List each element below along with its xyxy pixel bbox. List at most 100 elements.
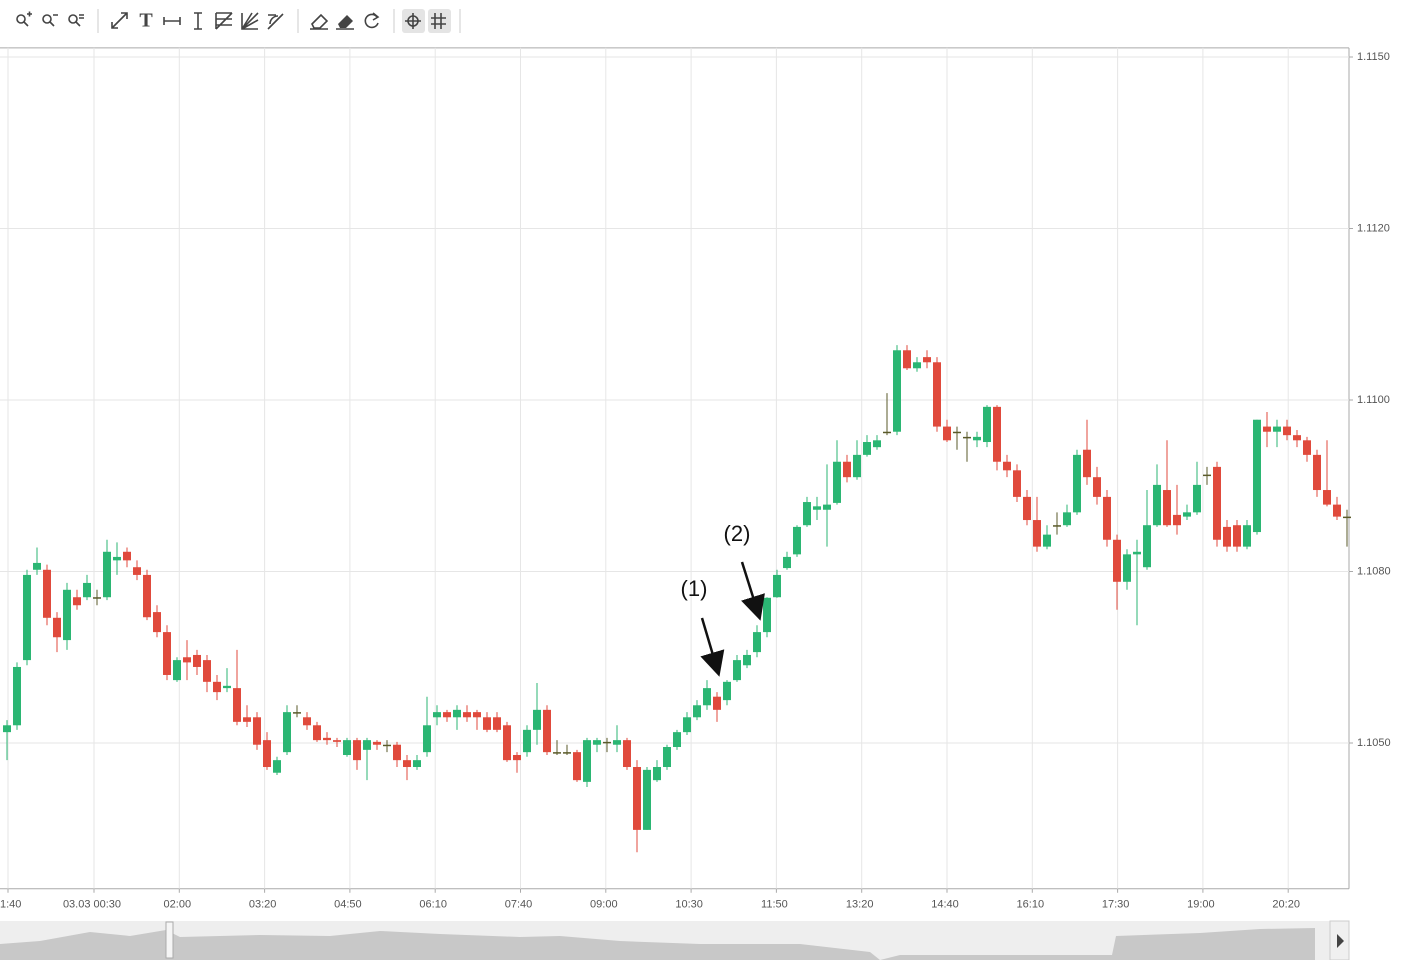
candle-body [33,562,41,570]
candle-body [283,712,291,753]
candle-body [893,350,901,432]
candle-body [1063,512,1071,526]
candle-body [373,741,381,745]
candle-body [673,732,681,748]
candle-body [83,582,91,598]
candle-body [873,440,881,448]
zoom-in[interactable] [16,11,32,27]
arc[interactable] [267,13,284,30]
candle-body [1343,516,1351,519]
candle-body [493,717,501,730]
candle-body [303,717,311,726]
candle-body [1113,539,1121,582]
navigator-handle[interactable] [165,921,174,959]
x-tick-label: 06:10 [419,899,447,911]
candle-body [523,729,531,753]
trend-line[interactable] [111,12,128,29]
candle-body [1033,520,1041,547]
horizontal-line[interactable] [163,17,181,25]
x-tick-label: 07:40 [505,899,533,911]
candle-body [883,431,891,434]
candle-body [693,705,701,718]
candle-body [123,551,131,561]
candle-body [1183,512,1191,517]
fan[interactable] [241,12,259,30]
x-tick-label: 03.03 00:30 [63,899,121,911]
eraser[interactable] [310,13,329,30]
candle-body [1073,454,1081,513]
candle-body [473,712,481,718]
candle-body [1243,525,1251,547]
x-tick-label: 02:00 [164,899,192,911]
zoom-reset[interactable] [68,14,84,27]
candle-body [43,569,51,618]
candle-body [3,725,11,733]
text-tool[interactable]: T [139,10,153,32]
x-tick-label: 09:00 [590,899,618,911]
candle-body [413,760,421,768]
eraser-all[interactable] [336,15,354,30]
candle-body [503,725,511,761]
x-tick-label: 1:40 [0,899,21,911]
candle-body [1193,484,1201,513]
x-tick-label: 16:10 [1017,899,1045,911]
candle-body [853,454,861,478]
candle-body [1293,435,1301,441]
candle-body [973,436,981,441]
x-tick-label: 20:20 [1272,899,1300,911]
candle-body [833,461,841,503]
candle-body [763,597,771,633]
candle-body [293,712,301,714]
x-tick-label: 10:30 [675,899,703,911]
candle-body [393,744,401,761]
candle-body [53,617,61,638]
candle-body [1163,490,1171,526]
candle-body [993,406,1001,462]
candle-body [1283,426,1291,436]
candle-body [533,709,541,730]
candle-body [383,744,391,747]
candle-body [653,767,661,781]
candle-body [863,442,871,455]
candle-body [1313,454,1321,491]
candle-body [593,740,601,745]
y-tick-label: 1.1150 [1357,51,1390,63]
grid-toggle[interactable] [431,13,446,29]
candle-body [773,574,781,598]
candle-body [313,725,321,741]
fibonacci[interactable] [215,12,233,30]
candle-body [683,717,691,733]
candle-body [253,717,261,745]
tool-active[interactable] [428,9,451,33]
zoom-out[interactable] [42,14,58,27]
navigator-area [880,928,1315,960]
crosshair[interactable] [405,13,421,29]
candle-body [613,740,621,745]
candle-body [983,406,991,443]
x-tick-label: 17:30 [1102,899,1130,911]
candle-body [843,461,851,478]
y-tick-label: 1.1080 [1357,565,1391,577]
candle-body [203,660,211,682]
candle-body [553,752,561,754]
annotation-arrow [740,561,765,621]
candle-body [133,567,141,575]
scroll-arrow [1337,934,1344,948]
candle-body [323,737,331,741]
x-tick-label: 13:20 [846,899,874,911]
redo[interactable] [364,12,380,29]
annotation-label: (2) [724,521,751,546]
candle-body [403,760,411,768]
x-tick-label: 04:50 [334,899,362,911]
candle-body [1053,525,1061,527]
candle-body [583,740,591,782]
candle-body [1093,477,1101,497]
candle-body [933,362,941,427]
vertical-line[interactable] [194,12,202,30]
candle-body [1133,551,1141,555]
x-tick-label: 19:00 [1187,899,1215,911]
x-tick-label: 11:50 [761,899,788,911]
candle-body [703,688,711,706]
candle-body [1203,474,1211,477]
